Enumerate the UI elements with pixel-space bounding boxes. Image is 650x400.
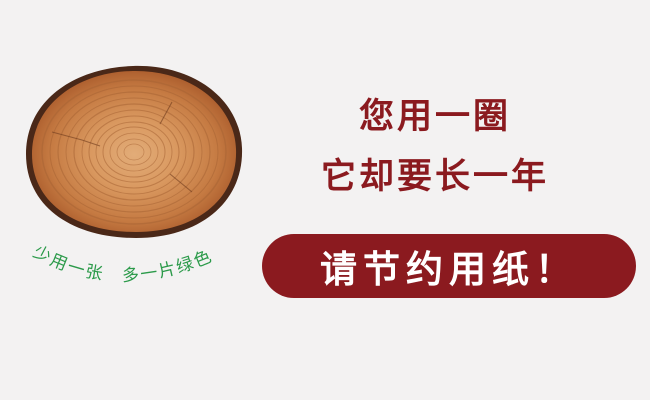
- call-to-action-banner: 请节约用纸！: [262, 234, 636, 298]
- tree-stump-icon: [22, 62, 244, 240]
- headline-line-2: 它却要长一年: [320, 157, 549, 197]
- headline-line-1: 您用一圈: [358, 97, 511, 137]
- call-to-action-text: 请节约用纸！: [320, 248, 578, 291]
- svg-text:少用一张 多一片绿色: 少用一张 多一片绿色: [30, 242, 216, 286]
